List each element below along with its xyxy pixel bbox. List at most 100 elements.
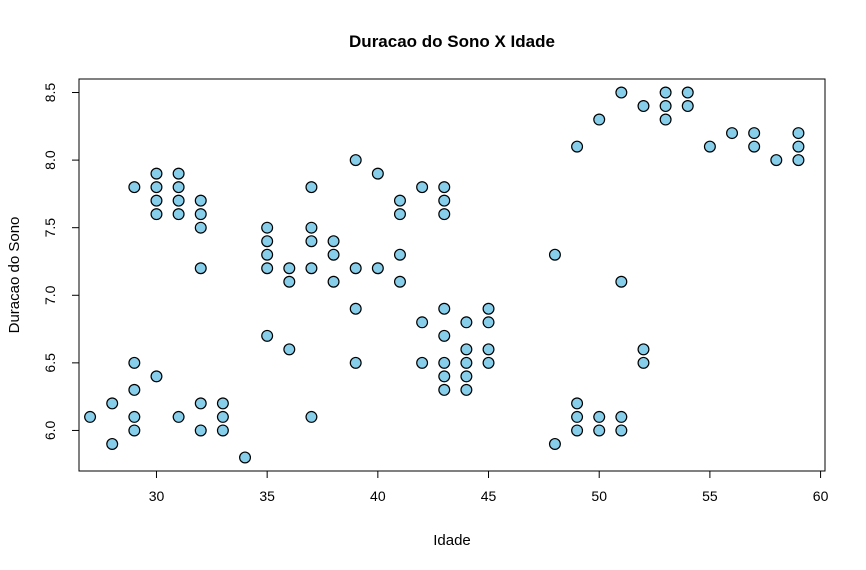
data-point: [150, 181, 163, 194]
data-point: [416, 356, 429, 369]
data-point: [482, 343, 495, 356]
chart-title: Duracao do Sono X Idade: [349, 32, 555, 51]
data-point: [128, 383, 141, 396]
data-point: [482, 356, 495, 369]
data-point: [460, 383, 473, 396]
data-point: [681, 86, 694, 99]
data-point: [460, 316, 473, 329]
data-point: [792, 127, 805, 140]
x-tick-label: 35: [259, 488, 275, 504]
data-point: [150, 194, 163, 207]
data-point: [305, 410, 318, 423]
data-point: [194, 194, 207, 207]
y-axis: 6.0 6.5 7.0 7.5 8.0 8.5: [42, 83, 80, 441]
data-point: [438, 356, 451, 369]
data-point: [150, 208, 163, 221]
data-point: [482, 302, 495, 315]
data-point: [438, 329, 451, 342]
data-point: [659, 113, 672, 126]
data-point: [438, 302, 451, 315]
data-point: [615, 410, 628, 423]
data-point: [327, 275, 340, 288]
data-point: [571, 410, 584, 423]
data-point: [194, 208, 207, 221]
data-point: [615, 86, 628, 99]
data-point: [438, 194, 451, 207]
x-tick-label: 45: [481, 488, 497, 504]
data-point: [150, 167, 163, 180]
y-tick-label: 7.0: [42, 285, 58, 305]
data-point: [194, 424, 207, 437]
y-tick-label: 8.5: [42, 83, 58, 103]
x-tick-label: 50: [591, 488, 607, 504]
data-point: [194, 221, 207, 234]
data-point: [305, 221, 318, 234]
data-point: [792, 140, 805, 153]
x-axis-label: Idade: [433, 532, 471, 549]
x-tick-label: 60: [813, 488, 829, 504]
data-point: [416, 181, 429, 194]
data-point: [637, 343, 650, 356]
data-point: [172, 208, 185, 221]
y-tick-label: 8.0: [42, 150, 58, 170]
data-point: [172, 181, 185, 194]
data-point: [216, 410, 229, 423]
data-point: [615, 275, 628, 288]
data-point: [216, 397, 229, 410]
data-point: [748, 140, 761, 153]
data-point: [194, 397, 207, 410]
data-point: [548, 437, 561, 450]
data-point: [349, 262, 362, 275]
data-point: [593, 113, 606, 126]
data-point: [349, 154, 362, 167]
data-point: [438, 208, 451, 221]
data-point: [172, 410, 185, 423]
data-points: [84, 86, 805, 464]
data-point: [371, 262, 384, 275]
data-point: [261, 221, 274, 234]
data-point: [128, 424, 141, 437]
data-point: [261, 235, 274, 248]
data-point: [593, 424, 606, 437]
y-tick-label: 7.5: [42, 218, 58, 238]
y-axis-label: Duracao do Sono: [6, 217, 23, 334]
data-point: [792, 154, 805, 167]
data-point: [261, 329, 274, 342]
data-point: [283, 275, 296, 288]
data-point: [438, 370, 451, 383]
data-point: [393, 275, 406, 288]
data-point: [261, 248, 274, 261]
x-tick-label: 55: [702, 488, 718, 504]
data-point: [305, 262, 318, 275]
x-tick-label: 40: [370, 488, 386, 504]
data-point: [327, 248, 340, 261]
data-point: [172, 167, 185, 180]
plot-frame: [78, 78, 826, 472]
data-point: [460, 343, 473, 356]
data-point: [571, 140, 584, 153]
data-point: [460, 370, 473, 383]
data-point: [106, 437, 119, 450]
data-point: [128, 356, 141, 369]
data-point: [349, 356, 362, 369]
data-point: [349, 302, 362, 315]
data-point: [548, 248, 561, 261]
data-point: [84, 410, 97, 423]
data-point: [172, 194, 185, 207]
data-point: [216, 424, 229, 437]
y-tick-label: 6.0: [42, 421, 58, 441]
data-point: [637, 356, 650, 369]
data-point: [726, 127, 739, 140]
data-point: [150, 370, 163, 383]
data-point: [283, 343, 296, 356]
data-point: [327, 235, 340, 248]
data-point: [703, 140, 716, 153]
x-tick-label: 30: [149, 488, 165, 504]
data-point: [659, 100, 672, 113]
data-point: [305, 181, 318, 194]
data-point: [128, 181, 141, 194]
data-point: [239, 451, 252, 464]
y-tick-label: 6.5: [42, 353, 58, 373]
data-point: [593, 410, 606, 423]
